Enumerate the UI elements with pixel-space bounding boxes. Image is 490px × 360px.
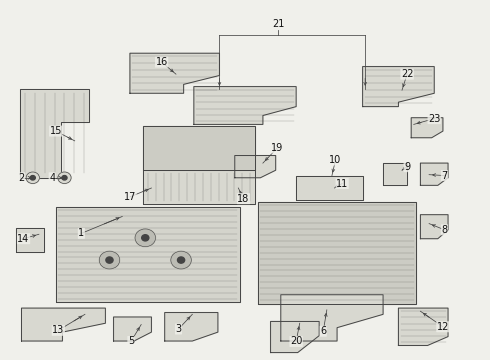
Text: 20: 20 — [290, 337, 302, 346]
Text: 19: 19 — [271, 143, 283, 153]
Text: 4: 4 — [49, 173, 55, 183]
Text: 11: 11 — [336, 179, 348, 189]
Text: 12: 12 — [437, 322, 449, 332]
Polygon shape — [20, 89, 89, 178]
Text: 2: 2 — [19, 173, 25, 183]
Circle shape — [30, 176, 35, 180]
Text: 3: 3 — [175, 324, 182, 334]
Polygon shape — [56, 207, 240, 302]
Text: 21: 21 — [272, 19, 284, 29]
Text: 8: 8 — [441, 225, 447, 235]
Text: 23: 23 — [428, 114, 441, 123]
Polygon shape — [420, 215, 448, 239]
Text: 16: 16 — [155, 57, 168, 67]
Polygon shape — [165, 312, 218, 341]
Polygon shape — [114, 317, 151, 341]
Text: 9: 9 — [404, 162, 410, 172]
Text: 15: 15 — [49, 126, 62, 136]
Text: 6: 6 — [320, 326, 326, 336]
Polygon shape — [22, 308, 105, 341]
Circle shape — [99, 251, 120, 269]
Polygon shape — [143, 126, 255, 170]
Text: 13: 13 — [52, 325, 65, 335]
Polygon shape — [16, 228, 44, 252]
Text: 14: 14 — [18, 234, 30, 244]
Polygon shape — [258, 202, 416, 303]
Polygon shape — [383, 163, 407, 185]
Polygon shape — [235, 156, 276, 178]
Text: 22: 22 — [401, 69, 414, 79]
Polygon shape — [420, 163, 448, 185]
Polygon shape — [296, 176, 363, 200]
Circle shape — [171, 251, 191, 269]
Polygon shape — [143, 170, 255, 204]
Circle shape — [142, 235, 149, 241]
Text: 17: 17 — [124, 192, 136, 202]
Polygon shape — [363, 67, 434, 107]
Text: 1: 1 — [78, 228, 84, 238]
Polygon shape — [398, 308, 448, 346]
Polygon shape — [194, 87, 296, 125]
Circle shape — [106, 257, 113, 263]
Polygon shape — [130, 53, 220, 93]
Text: 18: 18 — [237, 194, 249, 204]
Circle shape — [26, 172, 39, 184]
Polygon shape — [411, 118, 443, 138]
Polygon shape — [281, 295, 383, 341]
Text: 7: 7 — [441, 171, 447, 181]
Polygon shape — [270, 321, 319, 352]
Text: 5: 5 — [128, 337, 134, 346]
Circle shape — [62, 176, 67, 180]
Circle shape — [135, 229, 155, 247]
Text: 10: 10 — [329, 155, 342, 165]
Circle shape — [58, 172, 71, 184]
Circle shape — [177, 257, 185, 263]
